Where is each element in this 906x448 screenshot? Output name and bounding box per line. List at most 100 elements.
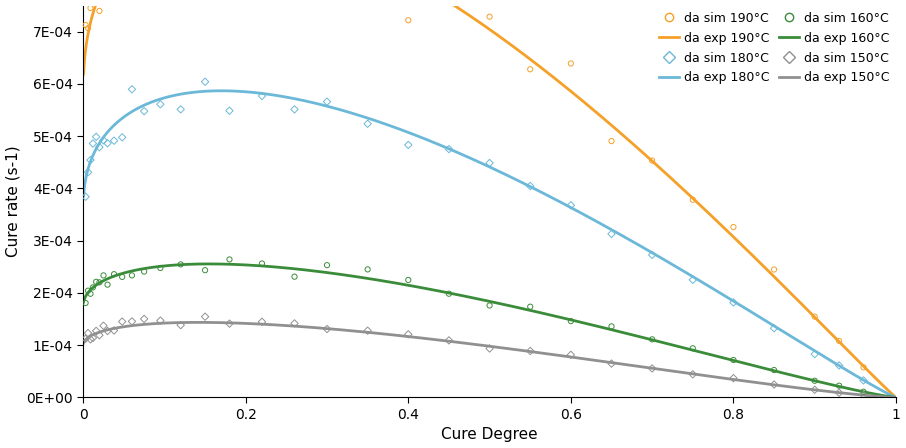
Point <box>856 392 871 399</box>
Point <box>727 224 741 231</box>
Point <box>115 318 130 325</box>
Point <box>92 143 107 151</box>
Point <box>198 78 212 85</box>
Point <box>137 268 151 275</box>
Point <box>173 106 188 113</box>
Point <box>564 351 578 358</box>
Point <box>125 86 140 93</box>
Point <box>604 323 619 330</box>
Point <box>727 299 741 306</box>
Point <box>766 381 781 388</box>
Point <box>686 196 700 203</box>
Point <box>86 284 101 291</box>
Point <box>482 13 496 20</box>
Point <box>727 375 741 382</box>
Point <box>401 276 416 284</box>
Point <box>401 331 416 338</box>
Point <box>766 366 781 374</box>
Y-axis label: Cure rate (s-1): Cure rate (s-1) <box>5 146 21 257</box>
Point <box>81 168 95 176</box>
Point <box>564 60 578 67</box>
Point <box>361 266 375 273</box>
Point <box>83 290 98 297</box>
Point <box>645 251 660 258</box>
Point <box>115 273 130 280</box>
Point <box>807 386 822 393</box>
Point <box>287 320 302 327</box>
Point <box>604 230 619 237</box>
Point <box>482 159 496 167</box>
Point <box>78 299 92 306</box>
Point <box>856 388 871 395</box>
Point <box>564 202 578 209</box>
Point <box>83 4 98 12</box>
Point <box>320 262 334 269</box>
Point <box>81 287 95 294</box>
Point <box>604 360 619 367</box>
Point <box>287 273 302 280</box>
Point <box>832 389 846 396</box>
Point <box>766 266 781 273</box>
Point <box>442 337 457 344</box>
Point <box>101 327 115 335</box>
Point <box>92 332 107 339</box>
Point <box>137 315 151 323</box>
Point <box>832 362 846 369</box>
Point <box>401 17 416 24</box>
Point <box>645 336 660 343</box>
Point <box>173 322 188 329</box>
Point <box>320 325 334 332</box>
Point <box>482 302 496 309</box>
Point <box>86 140 101 147</box>
Point <box>320 98 334 105</box>
Point <box>107 271 121 278</box>
Point <box>107 327 121 334</box>
Point <box>856 377 871 384</box>
Point <box>101 140 115 147</box>
Point <box>832 337 846 345</box>
Point <box>101 281 115 288</box>
Point <box>78 193 92 200</box>
Point <box>442 290 457 297</box>
Point <box>198 313 212 320</box>
Point <box>222 107 236 114</box>
Point <box>766 325 781 332</box>
X-axis label: Cure Degree: Cure Degree <box>441 427 538 443</box>
Point <box>686 345 700 352</box>
Point <box>645 157 660 164</box>
Point <box>86 334 101 341</box>
Point <box>92 279 107 286</box>
Point <box>173 261 188 268</box>
Point <box>89 278 103 285</box>
Point <box>856 364 871 371</box>
Point <box>686 371 700 378</box>
Point <box>78 335 92 342</box>
Point <box>83 336 98 343</box>
Point <box>807 313 822 320</box>
Point <box>92 7 107 14</box>
Point <box>153 264 168 271</box>
Point <box>523 66 537 73</box>
Point <box>255 260 269 267</box>
Point <box>153 317 168 324</box>
Point <box>125 318 140 325</box>
Point <box>198 267 212 274</box>
Point <box>645 365 660 372</box>
Point <box>255 318 269 325</box>
Point <box>89 327 103 335</box>
Point <box>523 182 537 190</box>
Point <box>442 146 457 153</box>
Point <box>137 108 151 115</box>
Point <box>81 329 95 336</box>
Point <box>115 134 130 141</box>
Point <box>807 350 822 358</box>
Point <box>832 382 846 389</box>
Point <box>564 318 578 325</box>
Point <box>222 256 236 263</box>
Point <box>222 320 236 327</box>
Point <box>523 347 537 354</box>
Point <box>604 138 619 145</box>
Point <box>125 272 140 279</box>
Point <box>287 106 302 113</box>
Point <box>686 276 700 284</box>
